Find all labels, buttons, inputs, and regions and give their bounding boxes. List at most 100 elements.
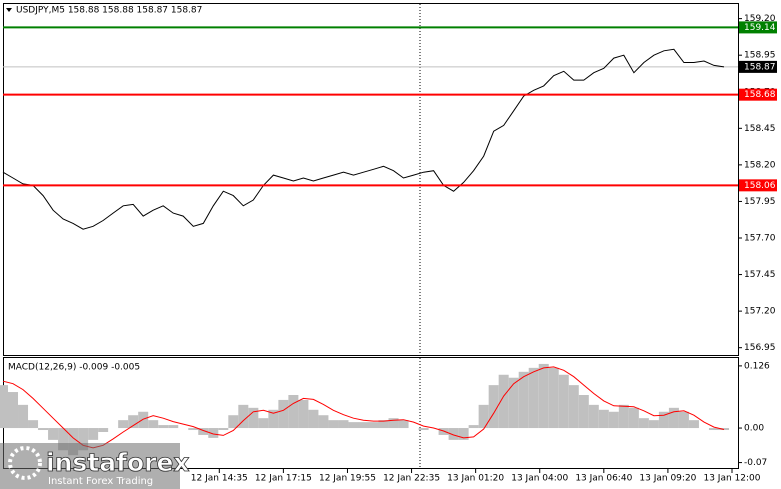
y-tick-label: 158.95 bbox=[744, 51, 776, 61]
y-tick-label: 159.20 bbox=[744, 14, 776, 24]
macd-bar bbox=[508, 377, 519, 429]
macd-bar bbox=[268, 409, 279, 429]
macd-bar bbox=[628, 407, 639, 429]
macd-bar bbox=[368, 422, 379, 429]
macd-bar bbox=[98, 428, 109, 432]
macd-bar bbox=[378, 420, 389, 429]
x-tick-label: 12 Jan 17:15 bbox=[255, 474, 312, 484]
macd-bar bbox=[78, 428, 89, 451]
macd-bar bbox=[218, 428, 229, 431]
x-tick-label: 12 Jan 14:35 bbox=[191, 474, 248, 484]
x-tick-label: 13 Jan 06:40 bbox=[575, 474, 632, 484]
y-tick-label: 157.95 bbox=[744, 197, 776, 207]
macd-bar bbox=[648, 420, 659, 429]
macd-bar bbox=[328, 420, 339, 429]
macd-bar bbox=[198, 428, 209, 435]
price-panel bbox=[3, 3, 739, 356]
macd-bar bbox=[388, 418, 399, 429]
signal-line bbox=[2, 366, 725, 449]
tagline: Instant Forex Trading bbox=[48, 476, 153, 487]
macd-bar bbox=[8, 392, 19, 429]
y-tick-label: 0.00 bbox=[744, 424, 764, 434]
level-label: 158.06 bbox=[744, 181, 776, 191]
macd-bar bbox=[278, 399, 289, 429]
price-line bbox=[2, 48, 725, 230]
macd-bar bbox=[668, 407, 679, 429]
macd-bar bbox=[638, 418, 649, 429]
level-label-box bbox=[739, 88, 777, 101]
x-tick-label: 13 Jan 12:00 bbox=[703, 474, 760, 484]
level-label-box bbox=[739, 179, 777, 192]
macd-bar bbox=[68, 428, 79, 456]
macd-bar bbox=[28, 420, 39, 429]
macd-bar bbox=[308, 409, 319, 429]
level-label: 159.14 bbox=[744, 23, 776, 33]
level-label-box bbox=[739, 21, 777, 34]
macd-bar bbox=[88, 428, 99, 440]
macd-bar bbox=[318, 415, 329, 429]
x-tick-label: 13 Jan 01:20 bbox=[447, 474, 504, 484]
macd-bar bbox=[148, 420, 159, 429]
macd-bar bbox=[558, 374, 569, 429]
macd-bar bbox=[458, 428, 469, 440]
macd-bar bbox=[608, 411, 619, 429]
macd-bar bbox=[568, 385, 579, 429]
logo-icon bbox=[8, 446, 42, 480]
macd-bar bbox=[478, 404, 489, 429]
macd-bar bbox=[548, 367, 559, 429]
x-tick-label: 13 Jan 09:20 bbox=[639, 474, 696, 484]
macd-bar bbox=[518, 371, 529, 429]
watermark: instaforex Instant Forex Trading bbox=[0, 443, 190, 489]
macd-bar bbox=[18, 404, 29, 429]
x-tick-label: 12 Jan 19:55 bbox=[319, 474, 376, 484]
macd-bar bbox=[678, 411, 689, 429]
y-tick-label: 157.45 bbox=[744, 270, 776, 280]
macd-bar bbox=[498, 374, 509, 429]
y-tick-label: 157.20 bbox=[744, 307, 776, 317]
macd-bar bbox=[138, 411, 149, 429]
y-tick-label: 156.95 bbox=[744, 343, 776, 353]
macd-bar bbox=[688, 420, 699, 429]
macd-bar bbox=[468, 425, 479, 429]
macd-bar bbox=[38, 428, 49, 431]
macd-bar bbox=[298, 399, 309, 429]
x-tick-label: 12 Jan 22:35 bbox=[383, 474, 440, 484]
macd-bar bbox=[578, 394, 589, 429]
macd-bar bbox=[118, 420, 129, 429]
macd-bar bbox=[658, 411, 669, 429]
macd-bar bbox=[208, 428, 219, 438]
macd-bar bbox=[48, 428, 59, 440]
macd-bar bbox=[228, 415, 239, 429]
macd-bar bbox=[168, 425, 179, 429]
macd-bar bbox=[618, 404, 629, 429]
y-tick-label: 0.126 bbox=[744, 361, 770, 371]
y-tick-label: 157.70 bbox=[744, 234, 776, 244]
watermark-box bbox=[0, 443, 180, 489]
macd-bar bbox=[58, 428, 69, 451]
menu-arrow bbox=[6, 8, 12, 12]
macd-bar bbox=[0, 385, 9, 429]
macd-bar bbox=[538, 363, 549, 429]
macd-bar bbox=[528, 367, 539, 429]
macd-bar bbox=[358, 422, 369, 429]
chart-title: USDJPY,M5 158.88 158.88 158.87 158.87 bbox=[16, 6, 202, 16]
x-tick-label: 13 Jan 04:00 bbox=[511, 474, 568, 484]
macd-bar bbox=[238, 404, 249, 429]
macd-bar bbox=[598, 409, 609, 429]
macd-bar bbox=[338, 420, 349, 429]
brand: instaforex bbox=[46, 448, 190, 477]
level-label: 158.68 bbox=[744, 90, 776, 100]
macd-bar bbox=[348, 422, 359, 429]
macd-bar bbox=[248, 407, 259, 429]
macd-bar bbox=[398, 420, 409, 429]
macd-bar bbox=[488, 385, 499, 429]
macd-bar bbox=[588, 404, 599, 429]
macd-bar bbox=[188, 428, 199, 431]
macd-bar bbox=[258, 418, 269, 429]
indicator-title: MACD(12,26,9) -0.009 -0.005 bbox=[8, 363, 140, 373]
y-tick-label: 158.45 bbox=[744, 124, 776, 134]
y-tick-label: 158.20 bbox=[744, 160, 776, 170]
macd-layer: 0.126 0.00 -0.07 12 Jan 14:35 12 Jan 17:15 12… bbox=[0, 361, 770, 484]
